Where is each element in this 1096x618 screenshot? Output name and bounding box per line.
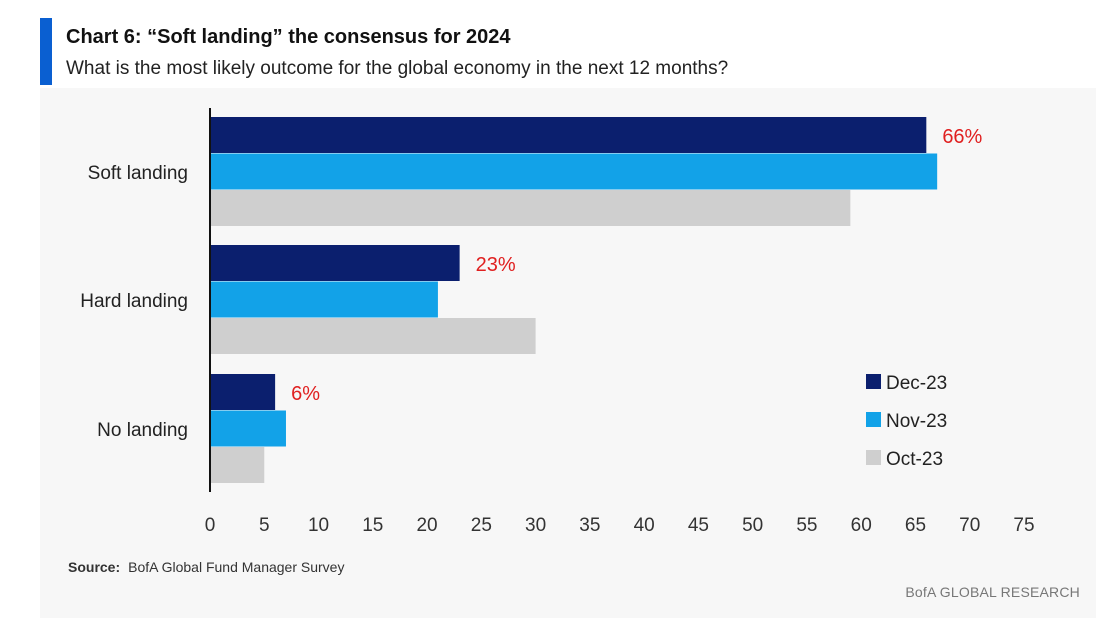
bar-soft-landing-dec-23 [210,117,927,153]
bar-soft-landing-nov-23 [210,153,938,190]
legend-swatch-dec-23 [866,374,881,389]
x-tick-label-35: 35 [579,515,600,536]
legend-swatch-nov-23 [866,412,881,427]
x-tick-label-65: 65 [905,515,926,536]
x-tick-label-10: 10 [308,515,329,536]
chart-subtitle: What is the most likely outcome for the … [66,58,729,79]
annotation-no-landing: 6% [291,383,320,405]
source-label: Source: [68,559,121,575]
x-tick-label-5: 5 [259,515,270,536]
legend-label-oct-23: Oct-23 [886,449,943,470]
bar-hard-landing-nov-23 [210,281,438,318]
category-label-soft-landing: Soft landing [88,163,188,184]
x-tick-label-70: 70 [959,515,980,536]
legend-label-nov-23: Nov-23 [886,411,947,432]
x-tick-label-45: 45 [688,515,709,536]
annotation-soft-landing: 66% [942,126,982,148]
category-label-no-landing: No landing [97,420,188,441]
brand-footer: BofA GLOBAL RESEARCH [905,584,1080,600]
legend-swatch-oct-23 [866,450,881,465]
x-tick-label-30: 30 [525,515,546,536]
source-note: Source: BofA Global Fund Manager Survey [68,559,344,575]
bar-no-landing-nov-23 [210,410,286,447]
x-tick-label-55: 55 [796,515,817,536]
x-tick-label-60: 60 [851,515,872,536]
x-tick-label-0: 0 [205,515,216,536]
x-tick-label-15: 15 [362,515,383,536]
category-label-hard-landing: Hard landing [80,291,188,312]
bar-soft-landing-oct-23 [210,190,851,226]
x-tick-label-20: 20 [416,515,437,536]
legend-label-dec-23: Dec-23 [886,373,947,394]
bar-no-landing-oct-23 [210,447,265,483]
bar-hard-landing-oct-23 [210,318,536,354]
title-accent-bar [40,18,52,85]
x-tick-label-50: 50 [742,515,763,536]
chart-title: Chart 6: “Soft landing” the consensus fo… [66,26,511,48]
x-tick-label-75: 75 [1013,515,1034,536]
annotation-hard-landing: 23% [476,254,516,276]
x-tick-label-40: 40 [634,515,655,536]
x-tick-label-25: 25 [471,515,492,536]
bar-no-landing-dec-23 [210,374,276,410]
source-text: BofA Global Fund Manager Survey [128,559,345,575]
bar-hard-landing-dec-23 [210,245,460,281]
